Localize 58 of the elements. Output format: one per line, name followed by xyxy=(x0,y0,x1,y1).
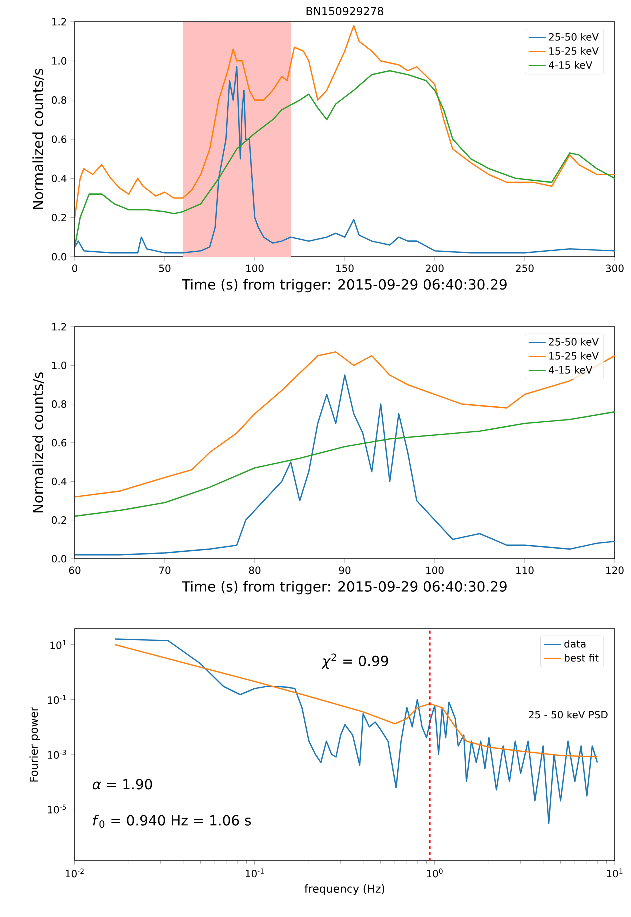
line-series xyxy=(75,374,615,556)
legend-label: 25-50 keV xyxy=(549,33,599,41)
x-axis-title: Time (s) from trigger: 2015-09-29 06:40:30.29 xyxy=(182,581,507,595)
legend-label: 25-50 keV xyxy=(549,338,599,346)
line-series xyxy=(75,25,615,218)
x-tick-label: 10$^{-2}$ xyxy=(66,868,84,878)
y-tick-label: 1.0 xyxy=(52,57,67,65)
line-series xyxy=(75,411,615,518)
legend-label: 4-15 keV xyxy=(549,366,593,374)
y-tick-label: 0.4 xyxy=(52,174,67,182)
y-tick-label: 0.8 xyxy=(52,400,67,408)
x-tick-label: 100 xyxy=(246,264,264,272)
x-tick-label: 300 xyxy=(606,264,624,272)
y-tick-label: 0.6 xyxy=(52,439,67,447)
x-tick-label: 90 xyxy=(339,566,351,574)
y-tick-label: 10$^{-3}$ xyxy=(48,750,66,759)
x-tick-label: 60 xyxy=(69,566,81,574)
x-tick-label: 50 xyxy=(159,264,171,272)
y-tick-label: 10$^{-1}$ xyxy=(48,695,66,704)
annotation: α = 1.90 xyxy=(93,779,152,790)
x-tick-label: 200 xyxy=(426,264,444,272)
x-tick-label: 10$^{-1}$ xyxy=(246,868,264,878)
y-axis-title: Normalized counts/s xyxy=(32,372,45,513)
annotation: f$_{0}$ = 0.940 Hz = 1.06 s xyxy=(93,815,252,828)
legend-label: 15-25 keV xyxy=(550,352,599,360)
legend-label: 4-15 keV xyxy=(549,61,593,70)
x-tick-label: 0 xyxy=(72,264,78,272)
y-tick-label: 0.4 xyxy=(52,478,67,486)
y-tick-label: 0.2 xyxy=(52,516,66,524)
y-tick-label: 0.2 xyxy=(52,214,66,222)
x-tick-label: 80 xyxy=(249,566,261,574)
legend-label: best fit xyxy=(565,654,599,662)
x-tick-label: 250 xyxy=(516,264,534,272)
chart-title: BN150929278 xyxy=(306,7,384,16)
y-tick-label: 1.2 xyxy=(52,323,66,331)
x-tick-label: 120 xyxy=(606,566,624,574)
y-tick-label: 10$^{1}$ xyxy=(50,640,66,650)
x-tick-label: 110 xyxy=(516,566,534,574)
y-tick-label: 0.8 xyxy=(52,96,67,104)
x-tick-label: 10$^{1}$ xyxy=(607,868,623,878)
x-tick-label: 70 xyxy=(159,566,171,574)
y-tick-label: 1.2 xyxy=(52,18,66,26)
x-tick-label: 150 xyxy=(336,264,354,272)
y-tick-label: 0.6 xyxy=(52,136,67,144)
y-tick-label: 0.0 xyxy=(52,555,67,563)
legend-label: data xyxy=(564,640,586,648)
y-tick-label: 1.0 xyxy=(52,362,67,370)
y-axis-title: Fourier power xyxy=(30,707,40,782)
x-axis-title: frequency (Hz) xyxy=(304,884,385,896)
y-axis-title: Normalized counts/s xyxy=(32,69,45,210)
annotation: 25 - 50 keV PSD xyxy=(529,710,608,719)
x-tick-label: 10$^{0}$ xyxy=(427,868,443,878)
legend-label: 15-25 keV xyxy=(550,47,599,55)
x-tick-label: 100 xyxy=(426,566,444,574)
y-tick-label: 10$^{-5}$ xyxy=(48,804,66,814)
x-axis-title: Time (s) from trigger: 2015-09-29 06:40:30.29 xyxy=(182,279,507,293)
annotation: χ$^{2}$ = 0.99 xyxy=(322,654,388,670)
y-tick-label: 0.0 xyxy=(52,253,67,261)
